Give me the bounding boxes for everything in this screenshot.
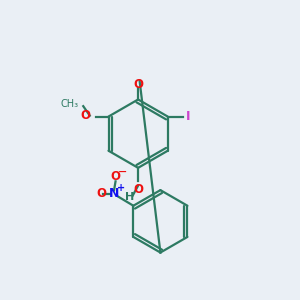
- Text: O: O: [110, 170, 121, 183]
- Text: +: +: [116, 183, 125, 193]
- Text: I: I: [186, 110, 190, 123]
- Text: O: O: [134, 183, 144, 196]
- Text: −: −: [117, 167, 127, 177]
- Text: O: O: [133, 78, 143, 91]
- Text: O: O: [81, 109, 91, 122]
- Text: H: H: [125, 192, 134, 202]
- Text: N: N: [109, 187, 119, 200]
- Text: O: O: [96, 187, 106, 200]
- Text: CH₃: CH₃: [61, 99, 79, 109]
